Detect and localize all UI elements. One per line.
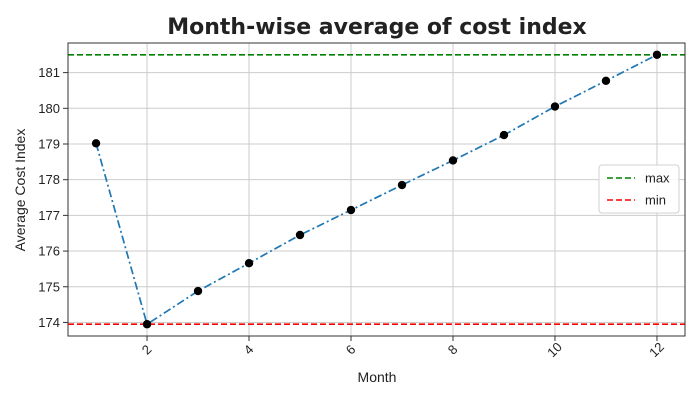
data-point xyxy=(193,286,203,296)
plot-frame xyxy=(67,42,686,337)
legend-box xyxy=(598,164,680,214)
x-axis-ticks: 2 4 6 8 10 12 xyxy=(139,336,667,360)
x-tick-label: 4 xyxy=(241,342,257,358)
x-axis-label: Month xyxy=(358,369,397,385)
y-axis-label: Average Cost Index xyxy=(12,129,28,252)
legend: max min xyxy=(598,164,680,214)
data-point xyxy=(346,205,356,215)
data-point xyxy=(499,130,509,140)
x-tick-label: 10 xyxy=(544,339,565,360)
series-layer xyxy=(91,50,662,329)
y-tick-label: 175 xyxy=(38,279,60,294)
y-tick-label: 179 xyxy=(38,136,60,151)
y-tick-label: 177 xyxy=(38,208,60,223)
chart-title: Month-wise average of cost index xyxy=(167,15,586,40)
x-tick-label: 12 xyxy=(646,339,667,360)
x-tick-label: 2 xyxy=(139,342,155,358)
legend-label-max: max xyxy=(645,171,670,186)
data-point xyxy=(397,180,407,190)
data-point xyxy=(142,320,152,329)
data-point xyxy=(91,139,101,148)
reference-lines xyxy=(68,53,685,326)
y-axis-ticks: 174 175 176 177 178 179 180 181 xyxy=(38,65,68,330)
y-tick-label: 174 xyxy=(38,315,60,330)
data-point xyxy=(244,258,254,268)
y-tick-label: 178 xyxy=(38,172,60,187)
y-tick-label: 181 xyxy=(38,65,60,80)
data-point xyxy=(652,50,662,59)
data-point xyxy=(295,230,305,240)
y-tick-label: 180 xyxy=(38,101,60,116)
y-tick-label: 176 xyxy=(38,244,60,259)
data-point xyxy=(601,76,611,86)
data-point xyxy=(448,156,458,165)
x-tick-label: 6 xyxy=(343,342,359,358)
x-tick-label: 8 xyxy=(445,342,461,358)
series-line xyxy=(95,54,658,326)
legend-label-min: min xyxy=(645,193,666,208)
data-point xyxy=(550,102,560,111)
